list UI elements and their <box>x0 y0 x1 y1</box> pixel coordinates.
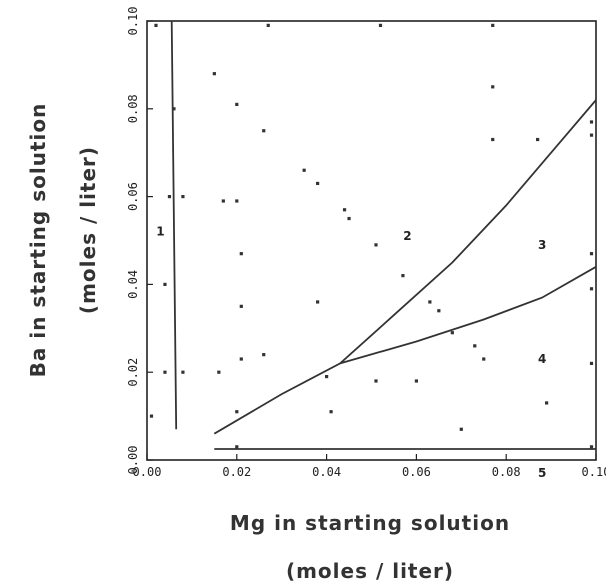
data-point <box>235 199 239 203</box>
y-axis-unit: (moles / liter) <box>76 146 100 314</box>
y-tick-label: 0.06 <box>126 182 140 211</box>
data-point <box>491 23 495 27</box>
data-point <box>235 445 239 449</box>
data-point <box>491 137 495 142</box>
data-point <box>450 331 454 335</box>
data-point <box>589 252 594 256</box>
region-labels: 1 2 3 4 5 <box>156 225 546 480</box>
boundary-line <box>170 20 178 430</box>
data-point <box>212 72 216 76</box>
data-point <box>342 208 347 212</box>
data-point <box>262 129 266 133</box>
x-tick-label: 0.04 <box>312 465 341 479</box>
data-point <box>181 370 185 374</box>
y-axis-ticks: 0.00 0.02 0.04 0.06 0.08 0.10 <box>126 7 153 475</box>
data-point <box>536 137 540 142</box>
data-point <box>428 300 432 304</box>
data-point <box>217 370 221 374</box>
y-tick-label: 0.00 <box>126 446 140 475</box>
y-tick-label: 0.04 <box>126 270 140 299</box>
x-axis-unit: (moles / liter) <box>286 559 454 583</box>
x-tick-label: 0.10 <box>582 465 606 479</box>
data-point <box>589 287 594 291</box>
data-point <box>329 410 333 414</box>
data-point <box>262 353 266 357</box>
boundary-line <box>213 99 597 435</box>
data-point <box>347 216 351 221</box>
data-point <box>459 427 463 431</box>
data-point <box>221 199 225 203</box>
y-tick-label: 0.08 <box>126 94 140 123</box>
data-point <box>378 23 383 27</box>
region-label: 1 <box>156 225 164 239</box>
data-point <box>239 252 243 256</box>
data-point <box>473 344 477 348</box>
data-point <box>235 102 239 107</box>
region-label: 5 <box>538 466 546 480</box>
data-point <box>374 243 378 247</box>
data-point <box>491 85 495 89</box>
x-tick-label: 0.08 <box>492 465 521 479</box>
data-point <box>266 23 270 27</box>
x-axis-ticks: 0.00 0.02 0.04 0.06 0.08 0.10 <box>133 454 606 479</box>
data-point <box>401 274 405 278</box>
x-axis-label: Mg in starting solution <box>230 511 510 535</box>
data-point <box>316 181 320 186</box>
data-point <box>589 120 594 124</box>
data-point <box>181 195 185 199</box>
region-label: 4 <box>538 352 546 366</box>
data-point <box>414 379 418 383</box>
x-tick-label: 0.00 <box>133 465 162 479</box>
data-point <box>239 304 243 308</box>
data-points <box>149 23 594 449</box>
y-axis-label: Ba in starting solution <box>26 103 50 378</box>
x-tick-label: 0.02 <box>222 465 251 479</box>
y-tick-label: 0.02 <box>126 358 140 387</box>
region-boundaries <box>170 20 597 450</box>
data-point <box>589 133 594 137</box>
plot-frame <box>146 20 597 461</box>
data-point <box>302 168 306 172</box>
data-point <box>167 195 172 199</box>
data-point <box>589 445 594 449</box>
data-point <box>482 357 486 361</box>
y-tick-label: 0.10 <box>126 7 140 36</box>
boundary-line <box>339 266 597 365</box>
data-point <box>374 379 378 383</box>
data-point <box>437 309 441 313</box>
data-point <box>316 300 320 304</box>
region-label: 3 <box>538 238 546 252</box>
data-point <box>163 370 167 374</box>
data-point <box>589 361 594 366</box>
data-point <box>235 410 239 414</box>
data-point <box>239 357 243 361</box>
data-point <box>325 374 329 379</box>
region-label: 2 <box>403 229 411 243</box>
data-point <box>545 401 549 405</box>
data-point <box>163 282 167 286</box>
data-point <box>149 414 154 418</box>
data-point <box>172 107 176 111</box>
x-tick-label: 0.06 <box>402 465 431 479</box>
data-point <box>154 23 158 27</box>
